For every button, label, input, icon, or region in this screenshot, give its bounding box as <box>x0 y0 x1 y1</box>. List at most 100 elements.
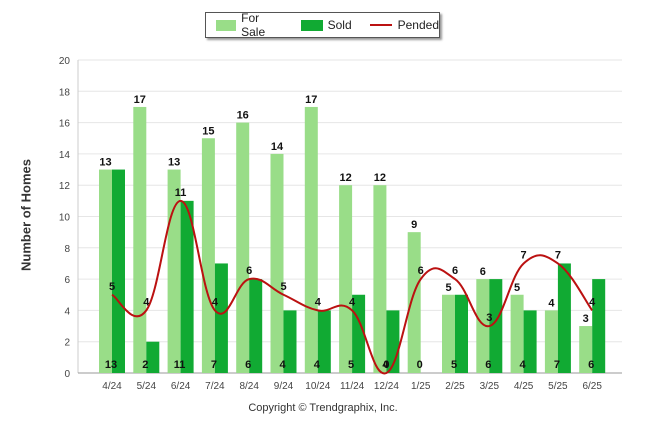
data-label-pended: 6 <box>246 265 252 277</box>
x-tick-label: 1/25 <box>411 381 431 392</box>
legend-label-for-sale: For Sale <box>241 11 266 39</box>
x-tick-label: 3/25 <box>480 381 500 392</box>
y-tick-label: 18 <box>59 87 71 98</box>
data-label-sold: 13 <box>105 359 117 371</box>
copyright-text: Copyright © Trendgraphix, Inc. <box>248 402 398 414</box>
x-tick-label: 9/24 <box>274 381 294 392</box>
data-label-sold: 7 <box>554 359 560 371</box>
x-tick-label: 6/25 <box>582 381 602 392</box>
legend-item-for-sale: For Sale <box>216 11 283 39</box>
bar-for-sale <box>476 279 490 373</box>
y-tick-label: 6 <box>64 275 70 286</box>
data-label-sold: 2 <box>142 359 148 371</box>
data-label-pended: 4 <box>349 296 356 308</box>
bar-sold <box>489 279 503 373</box>
data-label-sold: 11 <box>174 359 186 371</box>
y-tick-label: 4 <box>64 306 70 317</box>
bar-for-sale <box>99 169 112 373</box>
y-tick-label: 8 <box>64 244 70 255</box>
bar-for-sale <box>236 122 250 373</box>
data-label-pended: 6 <box>452 265 458 277</box>
data-label-pended: 4 <box>589 296 596 308</box>
bar-sold <box>592 279 606 373</box>
bar-for-sale <box>201 138 215 373</box>
data-label-sold: 6 <box>588 359 594 371</box>
data-label-for-sale: 12 <box>339 172 351 184</box>
y-axis-title: Number of Homes <box>18 159 34 271</box>
data-label-pended: 7 <box>555 249 561 261</box>
data-label-sold: 5 <box>348 359 354 371</box>
data-label-for-sale: 17 <box>134 94 146 106</box>
bar-sold <box>146 341 160 373</box>
y-tick-label: 14 <box>59 150 71 161</box>
bar-for-sale <box>133 106 147 373</box>
data-label-for-sale: 6 <box>480 266 486 278</box>
line-pended <box>111 199 594 375</box>
data-label-pended: 4 <box>143 296 150 308</box>
data-label-sold: 5 <box>451 359 457 371</box>
x-tick-label: 4/25 <box>514 381 534 392</box>
x-tick-label: 2/25 <box>445 381 465 392</box>
x-tick-label: 11/24 <box>340 381 365 392</box>
bar-for-sale <box>510 294 524 373</box>
legend-swatch-pended <box>369 24 392 26</box>
data-label-sold: 4 <box>279 359 286 371</box>
data-label-for-sale: 5 <box>514 282 520 294</box>
data-label-sold: 4 <box>314 359 321 371</box>
bar-sold <box>112 169 125 373</box>
bar-sold <box>249 279 263 373</box>
x-tick-label: 10/24 <box>305 381 330 392</box>
data-label-sold: 0 <box>417 359 423 371</box>
data-label-for-sale: 12 <box>374 172 386 184</box>
legend-label-pended: Pended <box>397 18 439 32</box>
y-tick-label: 20 <box>59 56 71 67</box>
data-label-sold: 6 <box>485 359 491 371</box>
y-tick-label: 2 <box>64 338 70 349</box>
bar-sold <box>317 310 331 373</box>
bar-for-sale <box>339 185 353 373</box>
bar-for-sale <box>579 326 593 373</box>
data-label-pended: 5 <box>280 281 286 293</box>
x-tick-label: 5/24 <box>137 381 157 392</box>
bar-sold <box>523 310 537 373</box>
y-tick-label: 12 <box>59 181 71 192</box>
legend-label-sold: Sold <box>327 18 352 32</box>
data-label-sold: 4 <box>520 359 527 371</box>
bar-for-sale <box>270 153 284 373</box>
data-label-for-sale: 14 <box>271 141 284 153</box>
bar-for-sale <box>304 106 318 373</box>
data-label-pended: 5 <box>109 281 115 293</box>
legend-item-pended: Pended <box>369 18 439 32</box>
bar-sold <box>283 310 297 373</box>
data-label-for-sale: 13 <box>168 157 180 169</box>
bar-for-sale <box>167 169 181 373</box>
data-label-for-sale: 3 <box>583 313 589 325</box>
legend-swatch-sold <box>300 19 323 31</box>
data-label-pended: 4 <box>212 296 219 308</box>
bar-sold <box>455 294 468 373</box>
chart-legend: For Sale Sold Pended <box>205 11 440 39</box>
legend-item-sold: Sold <box>300 18 352 32</box>
y-tick-label: 10 <box>59 213 71 224</box>
bar-sold <box>214 263 228 373</box>
x-tick-label: 8/24 <box>239 381 259 392</box>
data-label-for-sale: 15 <box>202 125 214 137</box>
data-label-pended: 7 <box>521 249 527 261</box>
bar-for-sale <box>442 294 455 373</box>
data-label-sold: 4 <box>382 359 389 371</box>
bar-for-sale <box>544 310 558 373</box>
bar-for-sale <box>407 232 421 373</box>
x-tick-label: 4/24 <box>102 381 122 392</box>
data-label-sold: 7 <box>211 359 217 371</box>
y-tick-label: 0 <box>64 369 70 380</box>
data-label-pended: 11 <box>175 187 187 199</box>
data-label-pended: 3 <box>486 312 492 324</box>
data-label-for-sale: 16 <box>237 110 249 122</box>
data-label-for-sale: 17 <box>305 94 317 106</box>
data-label-for-sale: 9 <box>411 219 417 231</box>
x-tick-label: 7/24 <box>205 381 225 392</box>
bar-sold <box>180 200 194 373</box>
bar-sold <box>557 263 571 373</box>
y-tick-label: 16 <box>59 119 71 130</box>
